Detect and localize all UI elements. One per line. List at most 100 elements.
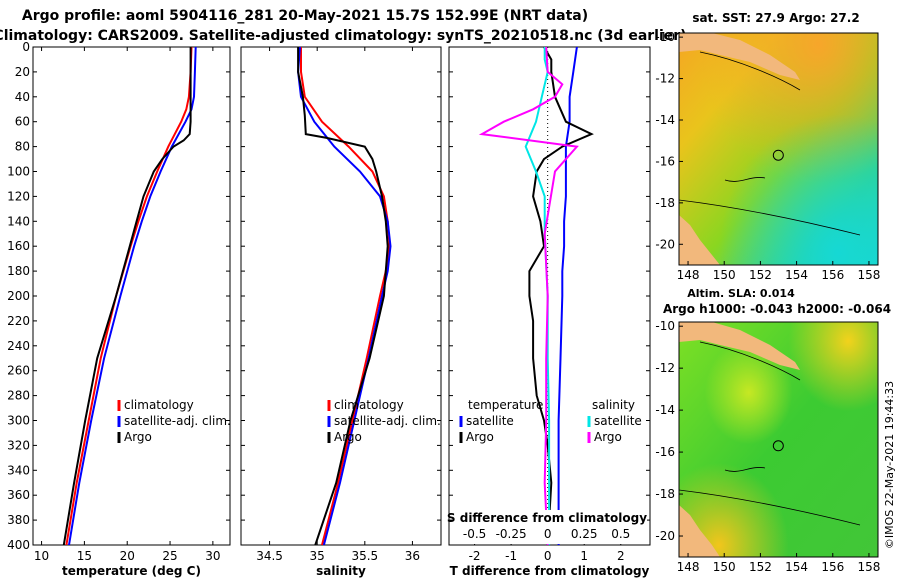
series-line-temperature-satellite [557,47,578,545]
map-y-tick-label: -14 [655,113,675,127]
s-axis-backdrop [452,510,647,544]
map-x-tick-label: 154 [785,560,808,574]
x-tick-label: 30 [205,549,220,563]
map-x-tick-label: 156 [821,560,844,574]
y-tick-label: 360 [7,488,30,502]
y-tick-label: 20 [15,65,30,79]
sla-map-title: Altim. SLA: 0.014 [687,287,795,300]
y-tick-label: 160 [7,239,30,253]
timestamp-stamp: ©IMOS 22-May-2021 19:44:33 [883,381,896,549]
series-line-climatology [65,47,193,545]
y-tick-label: 280 [7,389,30,403]
map-x-tick-label: 152 [749,268,772,282]
sst-land-png [679,33,800,80]
sla-map-frame [678,321,879,558]
map-x-tick-label: 148 [677,268,700,282]
map-y-tick-label: -10 [655,319,675,333]
map-x-tick-label: 148 [677,560,700,574]
map-y-tick-label: -12 [655,361,675,375]
map-y-tick-label: -10 [655,30,675,44]
difference-panel: -2 -1 0 1 2T difference from climatology S di… [447,46,651,578]
map-x-tick-label: 158 [858,268,881,282]
y-tick-label: 380 [7,513,30,527]
legend-label: satellite-adj. clim. [334,414,441,428]
series-line-salinity-argo [478,47,579,545]
y-tick-label: 260 [7,364,30,378]
temperature-profile-frame [32,46,231,546]
legend-group-title: temperature [468,398,543,412]
legend-label: climatology [124,398,194,412]
legend-label: satellite [594,414,642,428]
figure-title: Argo profile: aoml 5904116_281 20-May-20… [22,8,588,24]
map-x-tick-label: 158 [858,560,881,574]
x-tick-label: 36 [405,549,420,563]
y-tick-label: 60 [15,115,30,129]
legend-label: climatology [334,398,404,412]
x-tick-label: 20 [120,549,135,563]
map-x-tick-label: 150 [713,560,736,574]
map-y-tick-label: -20 [655,237,675,251]
legend-label: Argo [124,430,152,444]
legend-label: Argo [594,430,622,444]
legend-group-title: salinity [592,398,635,412]
sst-land-australia [679,215,720,265]
x-tick-label: 35.5 [351,549,378,563]
x-tick-label: 1 [580,549,588,563]
y-tick-label: 340 [7,463,30,477]
s-axis-label: S difference from climatology [447,511,647,525]
series-group [478,47,594,545]
legend-label: Argo [334,430,362,444]
temperature-panel: 0 20 40 60 80 100 120 140 160 180 200 220 240 260 280 3… [7,40,231,578]
map-x-tick-label: 154 [785,268,808,282]
series-line-temperature-argo [528,47,594,545]
x-tick-label: 35 [310,549,325,563]
y-tick-label: 200 [7,289,30,303]
series-line-satellite-adj-clim- [68,47,197,545]
sla-map-ticks: 148 150 152 154 156 158 -10 -12 -14 -16 -18 -20 [655,319,880,574]
s-tick-label: -0.25 [496,527,527,541]
y-tick-label: 40 [15,90,30,104]
sst-map-title: sat. SST: 27.9 Argo: 27.2 [692,11,859,25]
sla-land-australia [679,505,720,557]
x-tick-label: 25 [162,549,177,563]
s-tick-label: 0.25 [571,527,598,541]
sst-map-panel: sat. SST: 27.9 Argo: 27.2 148 150 152 154 15… [655,11,880,282]
x-axis-label: T difference from climatology [450,564,650,578]
y-tick-label: 240 [7,339,30,353]
sst-map-frame [678,32,879,266]
map-y-tick-label: -18 [655,196,675,210]
series-line-satellite-adj-clim- [297,47,392,545]
x-tick-label: 15 [77,549,92,563]
y-tick-label: 180 [7,264,30,278]
x-axis-label: salinity [316,564,366,578]
legend-label: Argo [466,430,494,444]
x-tick-label: 10 [34,549,49,563]
map-x-tick-label: 150 [713,268,736,282]
salinity-panel: 34.5 35 35.5 36 salinity climatology satellite… [240,46,442,578]
legend-label: satellite-adj. clim. [124,414,231,428]
map-y-tick-label: -14 [655,403,675,417]
y-tick-label: 300 [7,414,30,428]
sst-map-ticks: 148 150 152 154 156 158 -10 -12 -14 -16 -18 -20 [655,30,880,282]
series-line-argo [297,47,389,545]
map-x-tick-label: 156 [821,268,844,282]
y-tick-label: 120 [7,189,30,203]
series-line-argo [62,47,192,545]
y-tick-label: 400 [7,538,30,552]
map-y-tick-label: -16 [655,445,675,459]
sst-argo-marker [772,149,784,161]
sla-land-png [679,322,800,370]
s-tick-label: 0.5 [611,527,630,541]
map-y-tick-label: -18 [655,487,675,501]
s-tick-label: -0.5 [463,527,486,541]
s-tick-label: 0 [544,527,552,541]
sla-argo-marker [772,440,784,452]
map-y-tick-label: -20 [655,529,675,543]
x-tick-label: 34.5 [256,549,283,563]
x-tick-label: -1 [505,549,517,563]
x-axis-label: temperature (deg C) [62,564,201,578]
y-tick-label: 220 [7,314,30,328]
figure-subtitle: Climatology: CARS2009. Satellite-adjuste… [0,28,687,44]
